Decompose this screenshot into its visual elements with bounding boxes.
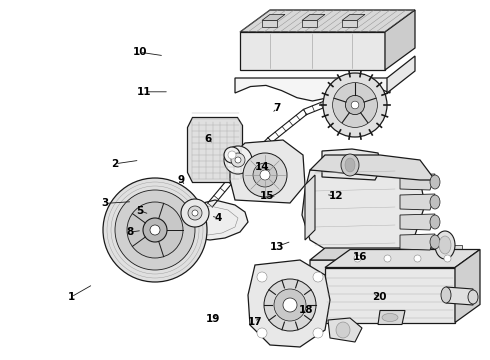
Polygon shape: [325, 267, 455, 323]
Ellipse shape: [430, 235, 440, 249]
Circle shape: [228, 151, 236, 159]
Polygon shape: [325, 249, 480, 267]
Polygon shape: [235, 78, 390, 101]
Ellipse shape: [430, 195, 440, 209]
Polygon shape: [400, 174, 435, 190]
Text: 2: 2: [112, 159, 119, 169]
Text: 1: 1: [68, 292, 74, 302]
Circle shape: [354, 255, 361, 262]
Polygon shape: [262, 14, 285, 21]
Ellipse shape: [441, 287, 451, 303]
Text: 14: 14: [255, 162, 270, 172]
Circle shape: [181, 199, 209, 227]
Text: 8: 8: [126, 227, 133, 237]
Text: 11: 11: [137, 87, 152, 97]
Polygon shape: [400, 214, 435, 230]
Ellipse shape: [435, 231, 455, 259]
Polygon shape: [322, 149, 382, 180]
Circle shape: [345, 95, 365, 114]
Ellipse shape: [430, 175, 440, 189]
Circle shape: [283, 298, 297, 312]
Circle shape: [192, 210, 198, 216]
Circle shape: [313, 272, 323, 282]
Polygon shape: [328, 318, 362, 342]
Polygon shape: [262, 21, 277, 27]
Polygon shape: [385, 10, 415, 70]
Text: 16: 16: [353, 252, 368, 262]
Polygon shape: [302, 21, 317, 27]
Circle shape: [351, 101, 359, 109]
Polygon shape: [302, 165, 425, 260]
Polygon shape: [378, 310, 405, 324]
Ellipse shape: [341, 154, 359, 176]
Polygon shape: [310, 248, 435, 260]
Circle shape: [260, 170, 270, 180]
Circle shape: [257, 272, 267, 282]
Circle shape: [264, 279, 316, 331]
Circle shape: [235, 157, 241, 163]
Ellipse shape: [439, 236, 451, 254]
Polygon shape: [446, 287, 473, 305]
Polygon shape: [302, 14, 325, 21]
Circle shape: [143, 218, 167, 242]
Polygon shape: [188, 117, 243, 183]
Text: 13: 13: [270, 242, 284, 252]
Polygon shape: [168, 200, 248, 240]
Circle shape: [274, 289, 306, 321]
Polygon shape: [240, 32, 385, 70]
Text: 6: 6: [205, 134, 212, 144]
Text: 12: 12: [328, 191, 343, 201]
Circle shape: [127, 202, 183, 258]
Circle shape: [323, 73, 387, 137]
Circle shape: [150, 225, 160, 235]
Circle shape: [333, 82, 377, 127]
Text: 19: 19: [206, 314, 220, 324]
Circle shape: [115, 190, 195, 270]
Circle shape: [224, 146, 252, 174]
Circle shape: [253, 163, 277, 187]
Polygon shape: [387, 56, 415, 93]
Polygon shape: [455, 249, 480, 323]
Polygon shape: [400, 194, 435, 210]
Circle shape: [414, 255, 421, 262]
Text: 17: 17: [247, 317, 262, 327]
Text: 7: 7: [273, 103, 281, 113]
Text: 15: 15: [260, 191, 274, 201]
Text: 3: 3: [102, 198, 109, 208]
Polygon shape: [342, 21, 357, 27]
Polygon shape: [400, 234, 435, 250]
Ellipse shape: [468, 290, 478, 304]
Polygon shape: [240, 10, 415, 32]
Circle shape: [188, 206, 202, 220]
Circle shape: [231, 153, 245, 167]
Circle shape: [243, 153, 287, 197]
Circle shape: [103, 178, 207, 282]
Polygon shape: [342, 14, 365, 21]
Text: 4: 4: [214, 213, 222, 223]
Ellipse shape: [345, 158, 355, 172]
Circle shape: [313, 328, 323, 338]
Polygon shape: [230, 140, 305, 203]
Polygon shape: [445, 245, 462, 261]
Circle shape: [224, 147, 240, 163]
Polygon shape: [305, 175, 315, 240]
Text: 20: 20: [372, 292, 387, 302]
Text: 18: 18: [299, 305, 314, 315]
Polygon shape: [248, 260, 330, 347]
Text: 5: 5: [136, 206, 143, 216]
Ellipse shape: [336, 322, 350, 338]
Polygon shape: [310, 155, 435, 180]
Circle shape: [444, 255, 451, 262]
Text: 9: 9: [178, 175, 185, 185]
Circle shape: [384, 255, 391, 262]
Circle shape: [257, 328, 267, 338]
Ellipse shape: [382, 314, 398, 321]
Ellipse shape: [430, 215, 440, 229]
Polygon shape: [310, 260, 435, 288]
Text: 10: 10: [132, 47, 147, 57]
